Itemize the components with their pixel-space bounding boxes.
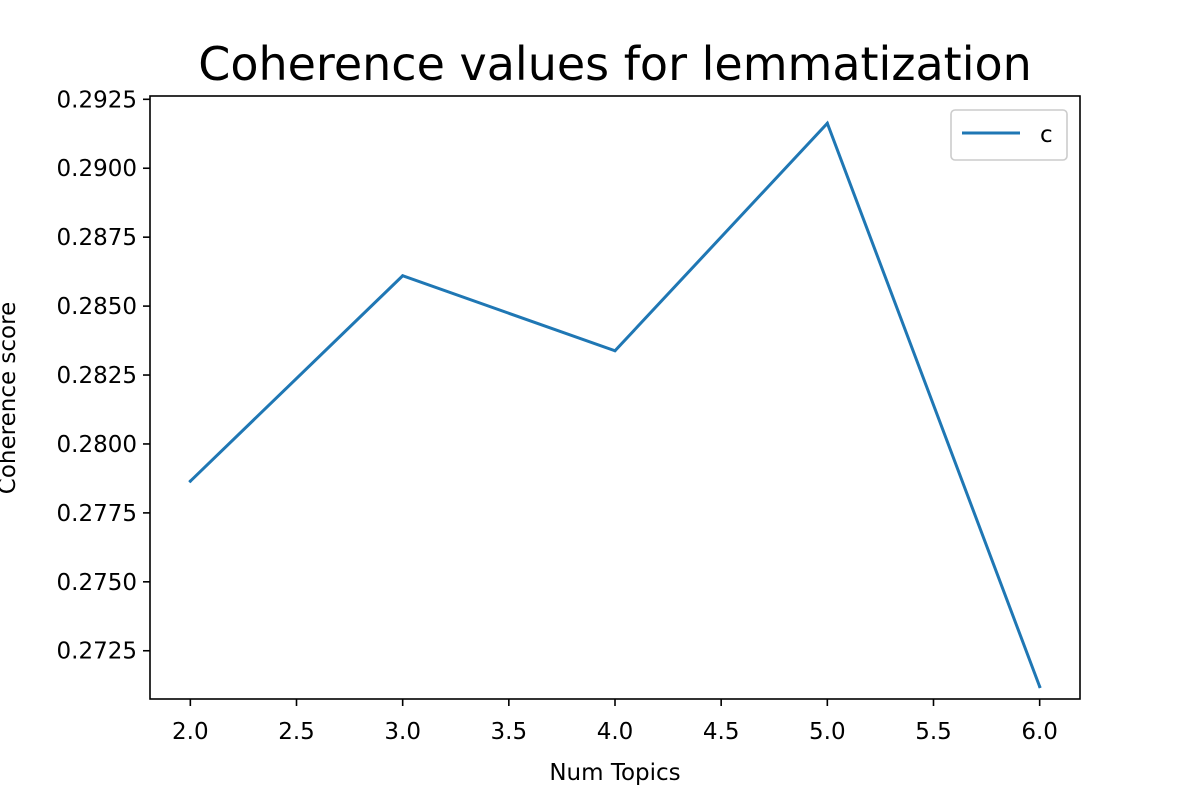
legend-label: c [1040,122,1053,148]
legend: c [950,109,1068,161]
data-point [188,479,192,483]
x-tick-label: 5.5 [915,719,952,745]
data-point [1038,685,1042,689]
chart-title: Coherence values for lemmatization [198,37,1032,91]
x-tick-label: 2.5 [278,719,315,745]
data-point [613,349,617,353]
data-point [825,121,829,125]
x-tick-label: 2.0 [172,719,209,745]
x-axis: 2.0 2.5 3.0 3.5 4.0 4.5 5.0 5.5 6.0 [172,699,1058,745]
y-tick-label: 0.2725 [57,639,137,665]
x-axis-title: Num Topics [549,760,680,786]
y-tick-label: 0.2775 [57,501,137,527]
legend-box [950,109,1068,161]
data-point [401,274,405,278]
x-tick-label: 6.0 [1021,719,1058,745]
x-tick-label: 4.0 [597,719,634,745]
y-tick-label: 0.2800 [57,432,137,458]
x-tick-label: 5.0 [809,719,846,745]
x-tick-label: 4.5 [703,719,740,745]
series-layer [188,120,1042,689]
plot-area [149,95,1081,700]
y-tick-label: 0.2925 [57,87,137,113]
x-tick-label: 3.0 [384,719,421,745]
plot-frame [149,95,1081,700]
y-tick-label: 0.2875 [57,225,137,251]
y-tick-label: 0.2825 [57,363,137,389]
series-line-c [188,120,1042,689]
y-tick-label: 0.2750 [57,570,137,596]
y-axis: 0.2725 0.2750 0.2775 0.2800 0.2825 0.2850 0.28… [57,87,150,665]
x-tick-label: 3.5 [491,719,528,745]
y-tick-label: 0.2900 [57,156,137,182]
y-axis-title: Coherence score [0,302,21,494]
y-tick-label: 0.2850 [57,294,137,320]
